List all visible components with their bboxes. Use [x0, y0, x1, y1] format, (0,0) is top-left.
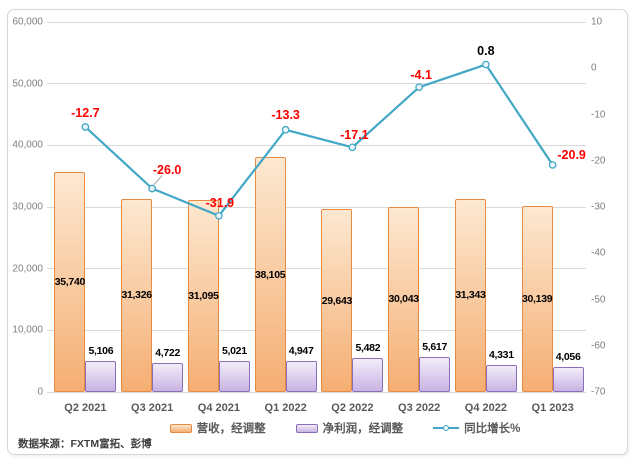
gridline [47, 268, 586, 270]
net-profit-value-label: 5,617 [422, 341, 448, 354]
right-axis-tick-label: -20 [591, 155, 606, 167]
revenue-value-label: 29,643 [321, 294, 353, 307]
legend-item-net-profit: 净利润，经调整 [295, 420, 404, 436]
right-axis-tick-label: -10 [591, 109, 606, 120]
right-axis-tick-label: 10 [591, 16, 603, 28]
legend-label-net-profit: 净利润，经调整 [322, 423, 404, 435]
revenue-value-label: 30,043 [388, 293, 419, 306]
revenue-value-label: 31,326 [121, 289, 152, 302]
gridline [47, 144, 586, 146]
line-marker-icon [443, 425, 450, 431]
line-marker-icon [281, 125, 290, 134]
line-marker-icon [215, 211, 223, 220]
net-profit-bar [285, 361, 317, 392]
gridline [47, 206, 586, 208]
left-axis-tick-label: 60,000 [12, 16, 43, 28]
revenue-value-label: 30,139 [521, 293, 553, 306]
yoy-growth-point-label: -12.7 [71, 105, 100, 120]
left-axis-tick-label: 0 [37, 386, 43, 398]
net-profit-bar [352, 358, 384, 392]
left-axis-tick-label: 20,000 [12, 263, 43, 275]
net-profit-value-label: 5,106 [88, 344, 114, 357]
line-marker-icon [81, 123, 90, 131]
gridline [47, 391, 586, 393]
yoy-growth-point-label: -31.9 [205, 195, 235, 210]
x-axis-category-label: Q2 2022 [331, 402, 374, 414]
legend-item-revenue: 营收，经调整 [169, 420, 266, 436]
gridline [47, 21, 586, 23]
legend: 营收，经调整 净利润，经调整 同比增长% [0, 419, 635, 437]
x-axis-category-label: Q1 2023 [531, 402, 574, 414]
revenue-value-label: 38,105 [254, 268, 286, 281]
label-leader-line [153, 175, 163, 185]
net-profit-bar [152, 362, 184, 392]
x-axis-category-label: Q1 2022 [264, 402, 307, 414]
yoy-growth-point-label: -13.3 [271, 107, 300, 122]
revenue-value-label: 31,095 [188, 290, 219, 303]
net-profit-bar [218, 361, 250, 392]
net-profit-value-label: 4,722 [155, 346, 181, 359]
x-axis-category-label: Q3 2021 [131, 402, 174, 414]
net-profit-value-label: 5,021 [221, 345, 247, 358]
right-axis-tick-label: -40 [591, 247, 606, 259]
revenue-swatch-icon [169, 423, 192, 433]
net-profit-value-label: 4,331 [488, 349, 514, 362]
right-axis-tick-label: -70 [591, 386, 606, 398]
right-axis-tick-label: 0 [591, 62, 597, 74]
gridline [47, 83, 586, 85]
net-profit-value-label: 4,056 [555, 350, 581, 363]
net-profit-swatch-icon [295, 423, 318, 433]
line-marker-icon [348, 143, 357, 152]
revenue-bar [121, 198, 153, 392]
gridline [47, 329, 586, 331]
revenue-bar [388, 206, 420, 392]
x-axis-category-label: Q3 2022 [398, 402, 441, 414]
net-profit-bar [485, 365, 517, 392]
yoy-growth-point-label: -4.1 [410, 68, 432, 83]
yoy-line-swatch-icon [433, 425, 460, 431]
left-axis-tick-label: 30,000 [12, 201, 43, 213]
line-marker-icon [482, 60, 490, 69]
yoy-growth-point-label: -26.0 [152, 162, 182, 177]
x-axis-category-label: Q4 2022 [464, 402, 507, 414]
line-marker-icon [148, 184, 156, 193]
legend-label-yoy-growth: 同比增长% [464, 423, 521, 435]
net-profit-bar [419, 357, 451, 392]
data-source-note: 数据来源：FXTM富拓、彭博 [18, 438, 152, 450]
yoy-growth-point-label: 0.8 [477, 43, 495, 58]
yoy-growth-point-label: -20.9 [557, 147, 586, 162]
x-axis-category-label: Q2 2021 [64, 402, 107, 414]
net-profit-bar [85, 360, 117, 392]
net-profit-value-label: 4,947 [288, 345, 314, 358]
revenue-bar [187, 200, 219, 392]
yoy-growth-polyline [84, 63, 554, 217]
x-axis-category-label: Q4 2021 [197, 402, 240, 414]
right-axis-tick-label: -50 [591, 294, 606, 305]
yoy-growth-point-label: -17.1 [340, 128, 369, 143]
revenue-bar [321, 209, 353, 392]
left-axis-tick-label: 40,000 [12, 139, 43, 151]
net-profit-bar [552, 366, 584, 392]
left-axis-tick-label: 10,000 [12, 324, 43, 336]
left-axis-tick-label: 50,000 [12, 78, 43, 90]
revenue-value-label: 31,343 [455, 289, 486, 302]
legend-label-revenue: 营收，经调整 [196, 423, 266, 435]
line-marker-icon [415, 83, 423, 92]
net-profit-value-label: 5,482 [355, 342, 381, 355]
right-axis-tick-label: -30 [591, 201, 606, 213]
right-axis-tick-label: -60 [591, 340, 606, 352]
revenue-bar [254, 157, 286, 392]
revenue-bar [521, 206, 553, 392]
legend-item-yoy-growth: 同比增长% [433, 420, 520, 436]
revenue-bar [54, 171, 86, 392]
revenue-bar [454, 198, 486, 392]
revenue-value-label: 35,740 [54, 275, 86, 288]
line-marker-icon [548, 161, 557, 169]
